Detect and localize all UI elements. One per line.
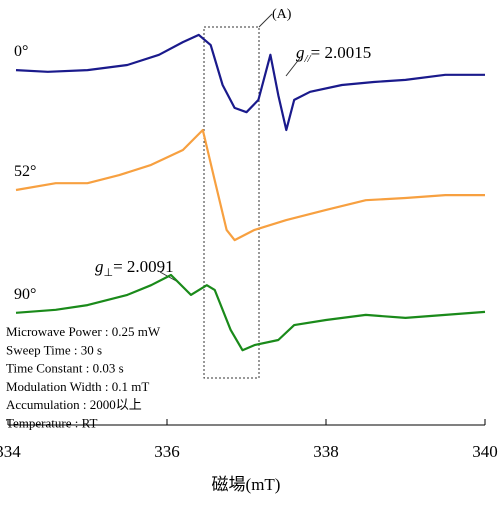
condition-text: Microwave Power : 0.25 mW (6, 324, 161, 339)
x-axis-label: 磁場(mT) (212, 475, 281, 494)
condition-text: Temperature : RT (6, 416, 97, 431)
trace (15, 128, 485, 242)
g-symbol: g (95, 257, 104, 276)
trace-label: 90° (14, 286, 36, 303)
region-box (203, 26, 260, 379)
g-parallel-label: g//= 2.0015 (296, 43, 371, 65)
x-tick-label: 336 (154, 442, 180, 461)
x-tick-label: 338 (313, 442, 339, 461)
x-tick-label: 340 (472, 442, 498, 461)
box-leader (258, 13, 273, 28)
g-value: = 2.0091 (113, 257, 174, 276)
condition-text: Time Constant : 0.03 s (6, 361, 124, 376)
g-value: = 2.0015 (311, 43, 372, 62)
condition-text: Modulation Width : 0.1 mT (6, 379, 149, 394)
g-subscript: // (304, 53, 312, 65)
box-label: (A) (272, 7, 292, 22)
condition-text: Accumulation : 2000以上 (6, 397, 142, 412)
g-subscript: ⊥ (104, 267, 114, 279)
condition-text: Sweep Time : 30 s (6, 342, 102, 357)
g-symbol: g (296, 43, 305, 62)
trace (15, 273, 486, 352)
trace (15, 33, 485, 132)
x-tick-label: 334 (0, 442, 21, 461)
g-perp-label: g⊥= 2.0091 (95, 257, 174, 279)
trace-label: 52° (14, 163, 36, 180)
trace-label: 0° (14, 43, 28, 60)
g-parallel-leader (285, 57, 301, 77)
